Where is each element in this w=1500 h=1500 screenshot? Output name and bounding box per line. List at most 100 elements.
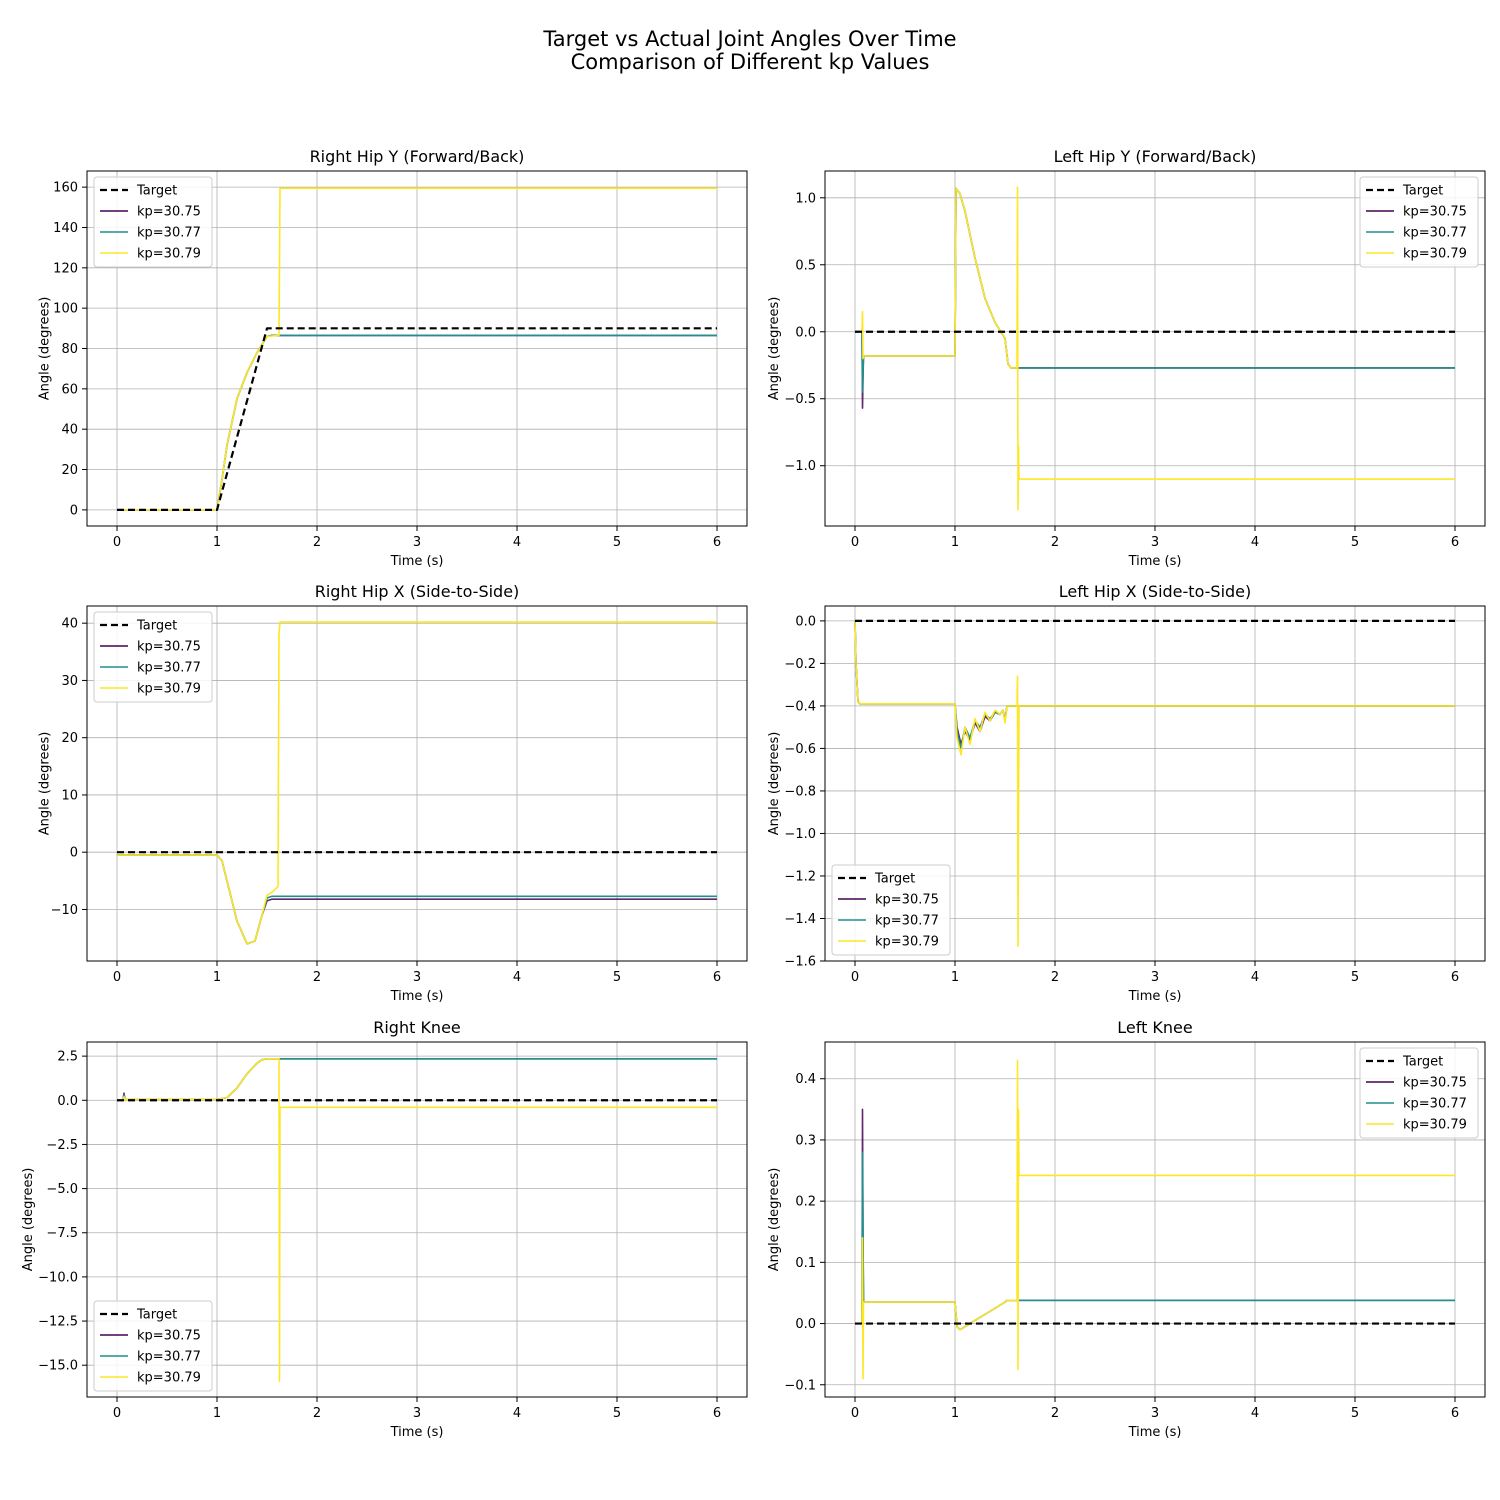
x-tick-label: 4	[1251, 970, 1259, 985]
x-axis-label: Time (s)	[390, 989, 444, 1004]
series-line-kp-30-79	[854, 620, 1455, 947]
legend-box	[93, 611, 213, 703]
legend-label: kp=30.79	[137, 247, 201, 262]
subplot-5: Right Knee 0 1 2 3 4 5 6 2.5 0.0 −2.5 −5.0 −7.5 −10.0…	[21, 1018, 748, 1440]
figure-title-line2: Comparison of Different kp Values	[571, 50, 930, 74]
y-tick-label: 0.0	[795, 325, 816, 340]
x-tick-label: 3	[1151, 1406, 1159, 1421]
x-tick-label: 0	[851, 535, 859, 550]
legend-label: Target	[136, 184, 177, 199]
x-axis-label: Time (s)	[390, 1425, 444, 1440]
x-tick-label: 6	[1451, 535, 1459, 550]
x-axis-label: Time (s)	[390, 554, 444, 569]
x-tick-label: 3	[413, 970, 421, 985]
y-tick-label: −1.0	[784, 459, 816, 474]
y-axis-label: Angle (degrees)	[767, 1168, 782, 1272]
legend: Target kp=30.75 kp=30.77 kp=30.79	[831, 864, 951, 956]
x-tick-label: 0	[113, 1406, 121, 1421]
subplot-1: Right Hip Y (Forward/Back)0 1 2 3 4 5 60204060…	[37, 147, 748, 569]
y-tick-label: 0	[70, 503, 78, 518]
series-line-kp-30-79	[855, 186, 1455, 511]
subplot-4: Left Hip X (Side-to-Side) 0 1 2 3 4 5 6 0.0 −0.2 −…	[767, 582, 1486, 1004]
subplot-2: Left Hip Y (Forward/Back) 0 1 2 3 4 5 6 1.0 0.5 0.…	[767, 147, 1486, 569]
legend-box	[831, 864, 951, 956]
legend-label: Target	[874, 872, 915, 887]
legend: Target kp=30.75 kp=30.77 kp=30.79	[1359, 176, 1479, 268]
x-tick-label: 1	[951, 535, 959, 550]
series-line-kp-30-79	[855, 1059, 1455, 1380]
y-tick-label: −0.2	[784, 657, 816, 672]
y-tick-label: −10	[51, 903, 78, 918]
x-tick-label: 6	[713, 535, 721, 550]
series-group	[117, 187, 717, 511]
y-tick-label: −7.5	[46, 1226, 78, 1241]
y-tick-label: 0.3	[795, 1133, 816, 1148]
x-tick-label: 0	[851, 1406, 859, 1421]
y-tick-label: −1.4	[784, 912, 816, 927]
y-tick-label: 0.1	[795, 1256, 816, 1271]
y-tick-label: 1.0	[795, 191, 816, 206]
x-tick-label: 3	[1151, 970, 1159, 985]
y-tick-label: −10.0	[38, 1270, 78, 1285]
x-tick-label: 4	[513, 970, 521, 985]
x-tick-label: 2	[313, 535, 321, 550]
legend-box	[1359, 176, 1479, 268]
legend-label: Target	[136, 1308, 177, 1323]
x-tick-label: 4	[1251, 535, 1259, 550]
legend-label: kp=30.79	[137, 1371, 201, 1386]
y-tick-label: −0.4	[784, 699, 816, 714]
y-tick-label: −0.8	[784, 784, 816, 799]
y-tick-label: 140	[53, 221, 78, 236]
x-tick-label: 1	[213, 535, 221, 550]
subplot-title: Left Hip Y (Forward/Back)	[1054, 147, 1257, 166]
series-line-kp-30-79	[117, 621, 717, 945]
y-tick-label: −1.6	[784, 955, 816, 970]
y-tick-label: −0.1	[784, 1378, 816, 1393]
series-group	[854, 619, 1455, 947]
x-tick-label: 5	[1351, 535, 1359, 550]
y-tick-label: 60	[61, 382, 78, 397]
x-tick-label: 4	[1251, 1406, 1259, 1421]
y-tick-label: 40	[61, 617, 78, 632]
legend-label: Target	[1402, 184, 1443, 199]
legend-label: kp=30.79	[1403, 1118, 1467, 1133]
y-tick-label: 40	[61, 423, 78, 438]
x-tick-label: 4	[513, 535, 521, 550]
x-tick-label: 4	[513, 1406, 521, 1421]
y-tick-label: 80	[61, 342, 78, 357]
legend-label: kp=30.77	[137, 661, 201, 676]
subplot-3: Right Hip X (Side-to-Side) 0 1 2 3 4 5 6 40 30 20 1…	[37, 582, 748, 1004]
y-tick-label: 10	[61, 788, 78, 803]
y-tick-label: −0.5	[784, 392, 816, 407]
legend: Target kp=30.75 kp=30.77 kp=30.79	[93, 176, 213, 268]
x-tick-label: 6	[1451, 970, 1459, 985]
x-tick-label: 3	[413, 1406, 421, 1421]
legend: Target kp=30.75 kp=30.77 kp=30.79	[93, 611, 213, 703]
series-group	[117, 621, 717, 945]
legend-label: kp=30.77	[1403, 226, 1467, 241]
legend-label: kp=30.77	[137, 226, 201, 241]
legend-box	[93, 176, 213, 268]
x-tick-label: 5	[1351, 970, 1359, 985]
legend-label: kp=30.75	[1403, 1076, 1467, 1091]
x-tick-label: 1	[951, 970, 959, 985]
y-tick-label: 0.2	[795, 1195, 816, 1210]
y-tick-label: 0	[70, 846, 78, 861]
legend-label: kp=30.77	[137, 1350, 201, 1365]
x-tick-label: 5	[613, 1406, 621, 1421]
legend: Target kp=30.75 kp=30.77 kp=30.79	[93, 1300, 213, 1392]
legend-label: Target	[136, 619, 177, 634]
subplot-title: Right Hip Y (Forward/Back)	[310, 147, 525, 166]
legend-box	[1359, 1047, 1479, 1139]
y-tick-label: −5.0	[46, 1182, 78, 1197]
x-tick-label: 0	[851, 970, 859, 985]
legend-label: kp=30.75	[875, 893, 939, 908]
series-line-kp-30-79	[117, 1057, 717, 1382]
x-tick-label: 2	[313, 1406, 321, 1421]
legend-label: kp=30.79	[137, 682, 201, 697]
x-tick-label: 1	[951, 1406, 959, 1421]
y-tick-label: 20	[61, 731, 78, 746]
series-group	[117, 1057, 717, 1382]
x-tick-label: 1	[213, 1406, 221, 1421]
x-tick-label: 3	[413, 535, 421, 550]
